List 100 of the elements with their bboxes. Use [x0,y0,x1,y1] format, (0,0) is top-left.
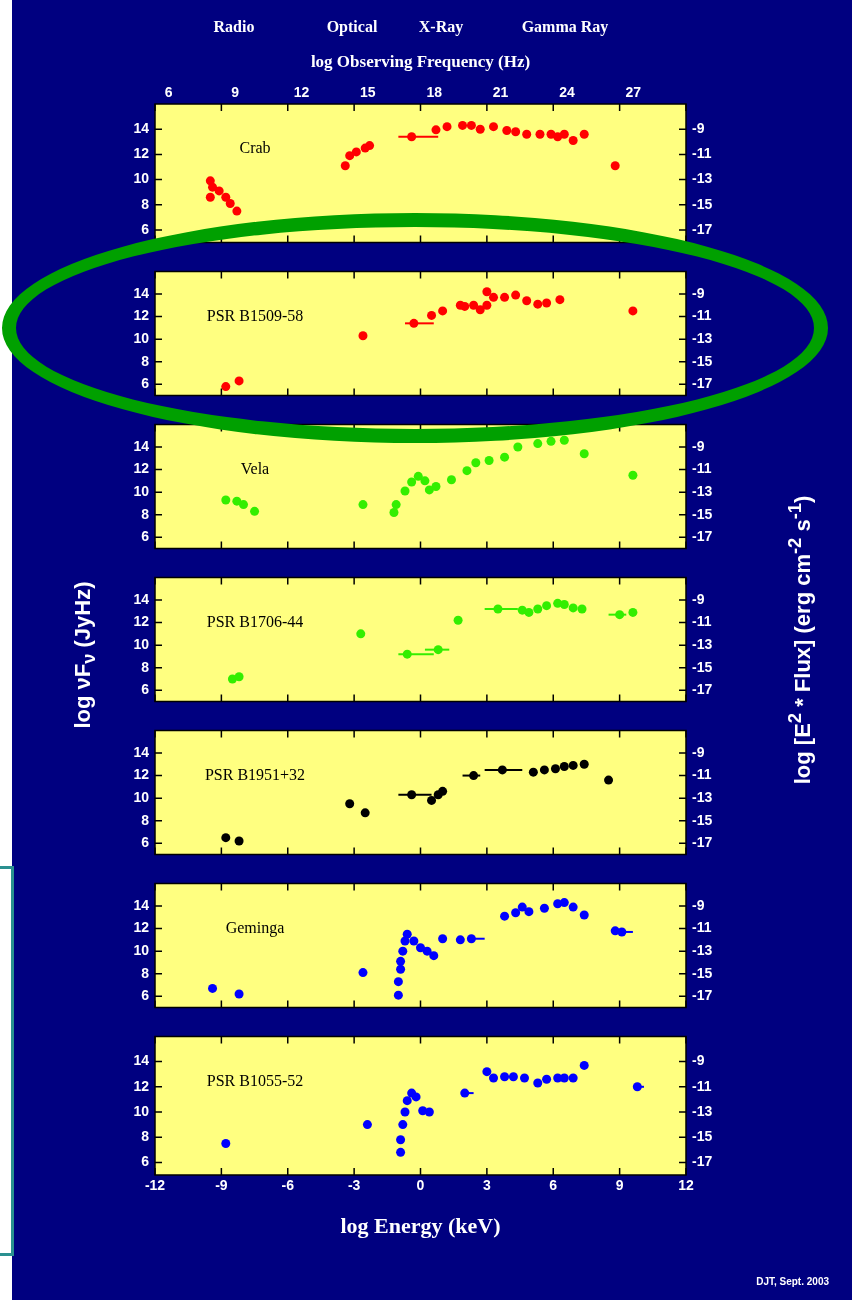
point [604,775,614,785]
x2-tick-label: 12 [293,84,310,101]
point [345,799,355,809]
point [466,120,476,130]
point [475,305,485,315]
y-tick-label: 6 [141,220,150,237]
point [234,989,244,999]
point [221,833,231,843]
y-tick-label: 6 [141,987,150,1004]
y-tick-label: 8 [141,1128,150,1145]
y2-tick-label: -9 [692,743,705,760]
point [402,649,412,659]
y-tick-label: 14 [133,1052,150,1069]
point [411,1092,421,1102]
point [351,147,361,157]
x-tick-label: 6 [549,1177,558,1194]
y-tick-label: 12 [133,766,150,783]
y2-tick-label: -15 [692,658,713,675]
text: Optical [326,18,378,36]
point [396,964,406,974]
y2-tick-label: -11 [692,307,712,324]
point [617,927,627,937]
point [402,929,412,939]
point [482,300,492,310]
point [396,956,406,966]
x2-tick-label: 9 [231,84,240,101]
point [522,129,532,139]
point [500,452,510,462]
y2-tick-label: -13 [692,330,713,346]
point [407,477,417,487]
point [542,298,552,308]
point [427,795,437,805]
text: PSR B1055-52 [206,1071,304,1089]
y-tick-label: 14 [133,437,150,454]
point [489,1073,499,1083]
point [358,331,368,341]
point [407,790,417,800]
text: Radio [213,18,255,36]
point [455,935,465,945]
point [427,310,437,320]
y-tick-label: 10 [133,170,150,187]
point [542,1074,552,1084]
point [632,1082,642,1092]
point [250,506,260,516]
point [221,382,231,392]
y-tick-label: 6 [141,528,150,545]
y-tick-label: 12 [133,460,150,477]
point [438,306,448,316]
text: Geminga [225,918,285,937]
y-tick-label: 8 [141,811,150,828]
point [489,122,499,132]
point [533,439,543,449]
y-tick-label: 12 [133,145,150,162]
point [391,500,401,510]
point [533,1078,543,1088]
point [420,476,430,486]
point [365,141,375,151]
x-tick-label: -9 [215,1177,228,1194]
point [407,132,417,142]
point [539,765,549,775]
point [615,610,625,620]
y2-tick-label: -9 [692,284,705,301]
point [458,120,468,130]
point [489,292,499,302]
text: Vela [240,459,270,477]
y-tick-label: 12 [133,919,150,936]
point [628,607,638,617]
point [522,296,532,306]
text: Gamma Ray [521,18,609,36]
point [424,1107,434,1117]
point [500,1072,510,1082]
text: X-Ray [418,18,464,36]
y2-tick-label: -17 [692,220,713,237]
point [466,934,476,944]
point [528,767,538,777]
point [513,442,523,452]
y-tick-label: 10 [133,1102,150,1119]
y2-tick-label: -17 [692,375,713,392]
point [568,603,578,613]
x-tick-label: 3 [482,1177,491,1194]
y2-tick-label: -11 [692,613,712,630]
y2-tick-label: -15 [692,811,713,828]
y2-tick-label: -15 [692,352,713,369]
y2-tick-label: -13 [692,483,713,499]
point [340,161,350,171]
y-tick-label: 10 [133,483,150,499]
point [579,910,589,920]
point [208,182,218,192]
point [356,629,366,639]
y2-tick-label: -17 [692,834,713,851]
point [550,764,560,774]
point [462,466,472,476]
point [508,1072,518,1082]
point [542,601,552,611]
point [500,911,510,921]
point [475,124,485,134]
point [396,1147,406,1157]
point [469,771,479,781]
y-tick-label: 8 [141,352,150,369]
y2-tick-label: -13 [692,789,713,805]
